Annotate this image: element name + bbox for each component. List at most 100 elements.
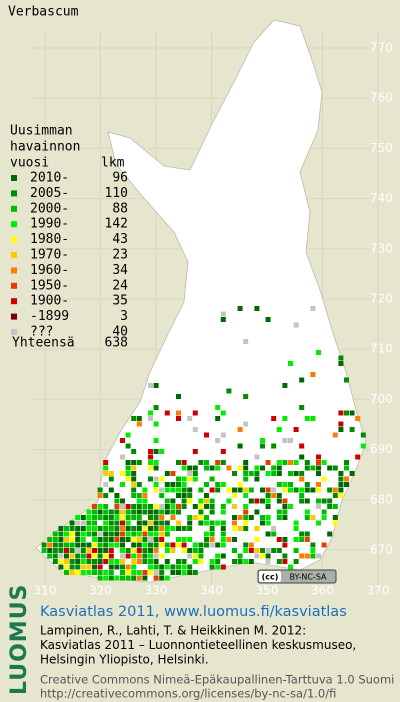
legend-count: 142 xyxy=(105,217,128,232)
occurrence-square xyxy=(120,454,125,460)
occurrence-square xyxy=(254,476,260,482)
occurrence-square xyxy=(164,520,170,526)
occurrence-square xyxy=(310,542,316,548)
occurrence-square xyxy=(192,449,198,454)
occurrence-square xyxy=(237,306,243,311)
occurrence-square xyxy=(282,460,288,465)
y-grid-label: 730 xyxy=(370,241,393,255)
citation-line: Kasviatlas 2011 – Luonnontieteellinen ke… xyxy=(40,638,356,652)
occurrence-square xyxy=(338,361,344,366)
footer-link[interactable]: Kasviatlas 2011, www.luomus.fi/kasviatla… xyxy=(40,604,347,620)
occurrence-square xyxy=(170,542,176,548)
occurrence-square xyxy=(58,526,64,531)
occurrence-square xyxy=(136,537,142,542)
occurrence-square xyxy=(209,504,215,509)
occurrence-square xyxy=(142,493,148,498)
occurrence-square xyxy=(97,531,103,537)
occurrence-square xyxy=(209,564,215,570)
occurrence-square xyxy=(276,559,282,564)
occurrence-square xyxy=(243,487,249,493)
occurrence-square xyxy=(215,487,221,493)
occurrence-square xyxy=(97,542,103,548)
occurrence-square xyxy=(271,548,277,553)
legend-label: 1980- xyxy=(30,232,69,247)
occurrence-square xyxy=(316,520,321,526)
occurrence-square xyxy=(282,416,288,421)
occurrence-square xyxy=(260,487,265,493)
occurrence-square xyxy=(92,570,97,575)
occurrence-square xyxy=(136,493,142,498)
occurrence-square xyxy=(204,432,209,438)
occurrence-square xyxy=(243,339,249,344)
occurrence-square xyxy=(159,575,165,581)
occurrence-square xyxy=(187,537,193,542)
occurrence-square xyxy=(181,482,187,487)
occurrence-square xyxy=(92,509,97,515)
occurrence-square xyxy=(321,542,327,548)
occurrence-square xyxy=(97,487,103,493)
occurrence-square xyxy=(360,432,366,438)
occurrence-square xyxy=(198,548,204,553)
legend-label: ??? xyxy=(30,325,53,340)
occurrence-square xyxy=(243,509,249,515)
occurrence-square xyxy=(142,570,148,575)
occurrence-square xyxy=(349,410,355,416)
occurrence-square xyxy=(232,504,237,509)
occurrence-square xyxy=(192,465,198,471)
occurrence-square xyxy=(159,504,165,509)
occurrence-square xyxy=(237,482,243,487)
y-grid-label: 740 xyxy=(370,191,393,205)
occurrence-square xyxy=(293,487,299,493)
occurrence-square xyxy=(131,564,137,570)
occurrence-square xyxy=(282,438,288,443)
occurrence-square xyxy=(316,465,321,471)
occurrence-square xyxy=(114,537,120,542)
citation-line: Helsingin Yliopisto, Helsinki. xyxy=(40,653,209,667)
occurrence-square xyxy=(136,526,142,531)
occurrence-square xyxy=(153,515,159,520)
occurrence-square xyxy=(265,515,271,520)
occurrence-square xyxy=(103,526,109,531)
occurrence-square xyxy=(187,515,193,520)
occurrence-square xyxy=(120,559,125,564)
occurrence-square xyxy=(131,526,137,531)
occurrence-square xyxy=(164,509,170,515)
occurrence-square xyxy=(125,471,131,476)
occurrence-square xyxy=(125,509,131,515)
occurrence-square xyxy=(344,465,349,471)
occurrence-square xyxy=(103,553,109,559)
occurrence-square xyxy=(338,482,344,487)
occurrence-square xyxy=(170,471,176,476)
occurrence-square xyxy=(136,509,142,515)
occurrence-square xyxy=(69,526,75,531)
occurrence-square xyxy=(187,476,193,482)
occurrence-square xyxy=(142,498,148,504)
occurrence-square xyxy=(58,537,64,542)
occurrence-square xyxy=(142,520,148,526)
occurrence-square xyxy=(159,509,165,515)
occurrence-square xyxy=(276,482,282,487)
occurrence-square xyxy=(232,515,237,520)
occurrence-square xyxy=(248,542,254,548)
occurrence-square xyxy=(248,498,254,504)
occurrence-square xyxy=(131,537,137,542)
occurrence-square xyxy=(304,482,310,487)
occurrence-square xyxy=(232,520,237,526)
occurrence-square xyxy=(187,465,193,471)
occurrence-square xyxy=(260,520,265,526)
occurrence-square xyxy=(153,575,159,581)
occurrence-square xyxy=(204,531,209,537)
occurrence-square xyxy=(288,487,293,493)
occurrence-square xyxy=(271,465,277,471)
occurrence-square xyxy=(215,405,221,410)
legend-count: 88 xyxy=(112,201,128,216)
occurrence-square xyxy=(232,559,237,564)
occurrence-square xyxy=(338,471,344,476)
grid-labels: 310 320 330 340 350 360 370 770 760 750 740 730 720 7… xyxy=(34,41,393,598)
occurrence-square xyxy=(153,526,159,531)
legend-label: 1900- xyxy=(30,294,69,309)
occurrence-square xyxy=(159,526,165,531)
occurrence-square xyxy=(265,553,271,559)
occurrence-square xyxy=(52,531,58,537)
occurrence-square xyxy=(209,465,215,471)
